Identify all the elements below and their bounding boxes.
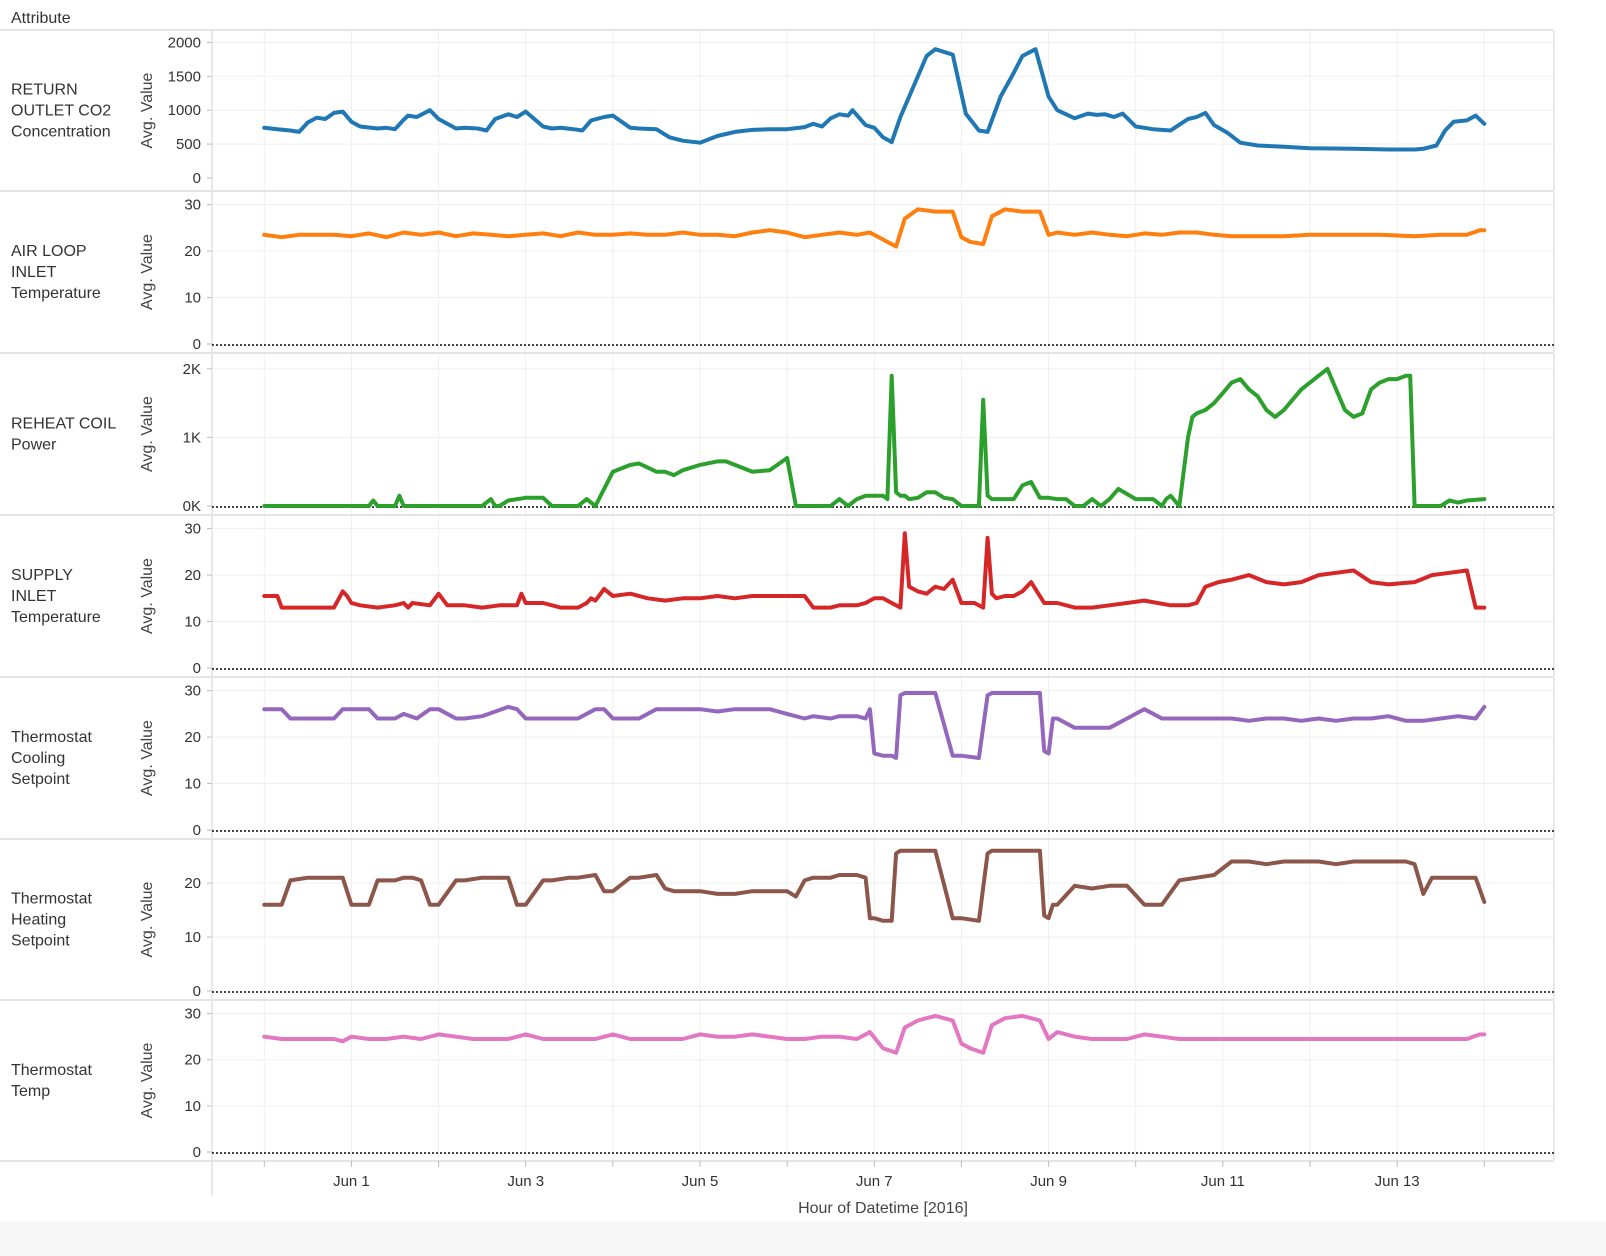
y-tick-label: 30 — [184, 683, 201, 700]
row-label-line: INLET — [11, 588, 57, 605]
y-tick-label: 30 — [184, 1006, 201, 1023]
y-tick-label: 0 — [193, 660, 201, 677]
x-tick-label: Jun 5 — [682, 1173, 719, 1190]
row-label-line: Temperature — [11, 285, 101, 302]
panels: RETURN OUTLET CO2 Concentration Avg. Value 2… — [0, 29, 1555, 1161]
series-line — [262, 366, 1487, 508]
y-tick-label: 10 — [184, 614, 201, 631]
footer-band — [0, 1222, 1606, 1256]
series-line — [262, 1013, 1487, 1055]
row-label-line: RETURN — [11, 82, 78, 99]
y-axis-title: Avg. Value — [139, 396, 156, 472]
series-line — [262, 848, 1487, 923]
row-label-line: Thermostat — [11, 1062, 92, 1079]
panel-3: REHEAT COIL Power Avg. Value 2K 1K 0K — [0, 352, 1555, 515]
row-label-line: Heating — [11, 912, 66, 929]
y-tick-label: 1000 — [168, 102, 201, 119]
panel-2: AIR LOOP INLET Temperature Avg. Value 30 20 10… — [0, 190, 1555, 353]
row-label-line: Cooling — [11, 750, 65, 767]
row-label-line: Power — [11, 437, 57, 454]
x-tick-label: Jun 3 — [507, 1173, 544, 1190]
panel-1: RETURN OUTLET CO2 Concentration Avg. Value 2… — [0, 29, 1555, 190]
y-tick-label: 20 — [184, 1052, 201, 1069]
row-label-line: Concentration — [11, 124, 111, 141]
row-label-line: SUPPLY — [11, 567, 73, 584]
x-axis: Jun 1 Jun 3 Jun 5 Jun 7 Jun 9 Jun 11 Jun 13 — [0, 1160, 1606, 1256]
y-tick-label: 20 — [184, 729, 201, 746]
y-tick-label: 20 — [184, 243, 201, 260]
series-line — [262, 47, 1487, 152]
x-axis-title: Hour of Datetime [2016] — [798, 1200, 968, 1217]
y-tick-label: 2K — [183, 361, 201, 378]
panel-4: SUPPLY INLET Temperature Avg. Value 30 20 10 0 — [0, 514, 1555, 677]
y-tick-label: 10 — [184, 929, 201, 946]
x-tick-label: Jun 11 — [1201, 1173, 1245, 1190]
row-label-line: REHEAT COIL — [11, 416, 116, 433]
y-axis-title: Avg. Value — [139, 234, 156, 310]
x-tick-label: Jun 9 — [1030, 1173, 1067, 1190]
y-tick-label: 10 — [184, 1098, 201, 1115]
y-tick-label: 0 — [193, 336, 201, 353]
y-axis-title: Avg. Value — [139, 558, 156, 634]
row-label-line: OUTLET CO2 — [11, 103, 111, 120]
panel-6: Thermostat Heating Setpoint Avg. Value 20 10 0 — [0, 838, 1555, 1000]
x-tick-label: Jun 7 — [856, 1173, 893, 1190]
row-label-line: AIR LOOP — [11, 243, 87, 260]
row-label-line: INLET — [11, 264, 57, 281]
series-line — [262, 531, 1487, 610]
y-tick-label: 30 — [184, 197, 201, 214]
row-label-line: Thermostat — [11, 729, 92, 746]
y-tick-label: 0 — [193, 1144, 201, 1161]
y-axis-title: Avg. Value — [139, 720, 156, 796]
y-tick-label: 500 — [176, 136, 201, 153]
y-tick-label: 0 — [193, 822, 201, 839]
row-label-line: Temp — [11, 1083, 50, 1100]
y-axis-title: Avg. Value — [139, 72, 156, 148]
y-tick-label: 0 — [193, 170, 201, 187]
row-label-line: Temperature — [11, 609, 101, 626]
y-tick-label: 1K — [183, 429, 201, 446]
y-axis-title: Avg. Value — [139, 1042, 156, 1118]
row-label-line: Setpoint — [11, 771, 70, 788]
x-tick-label: Jun 1 — [333, 1173, 370, 1190]
y-tick-label: 0 — [193, 983, 201, 1000]
x-tick-label: Jun 13 — [1375, 1173, 1420, 1190]
row-label-line: Thermostat — [11, 891, 92, 908]
y-tick-label: 30 — [184, 521, 201, 538]
y-tick-label: 0K — [183, 498, 201, 515]
y-axis-title: Avg. Value — [139, 881, 156, 957]
y-tick-label: 20 — [184, 567, 201, 584]
panel-7: Thermostat Temp Avg. Value 30 20 10 0 — [0, 999, 1555, 1161]
attribute-header: Attribute — [11, 10, 71, 27]
y-tick-label: 1500 — [168, 68, 201, 85]
panel-5: Thermostat Cooling Setpoint Avg. Value 30 20 1… — [0, 676, 1555, 839]
series-line — [262, 207, 1487, 249]
y-tick-label: 20 — [184, 875, 201, 892]
y-tick-label: 10 — [184, 776, 201, 793]
row-label-line: Setpoint — [11, 933, 70, 950]
y-tick-label: 10 — [184, 290, 201, 307]
series-line — [262, 691, 1487, 760]
y-tick-label: 2000 — [168, 34, 201, 51]
